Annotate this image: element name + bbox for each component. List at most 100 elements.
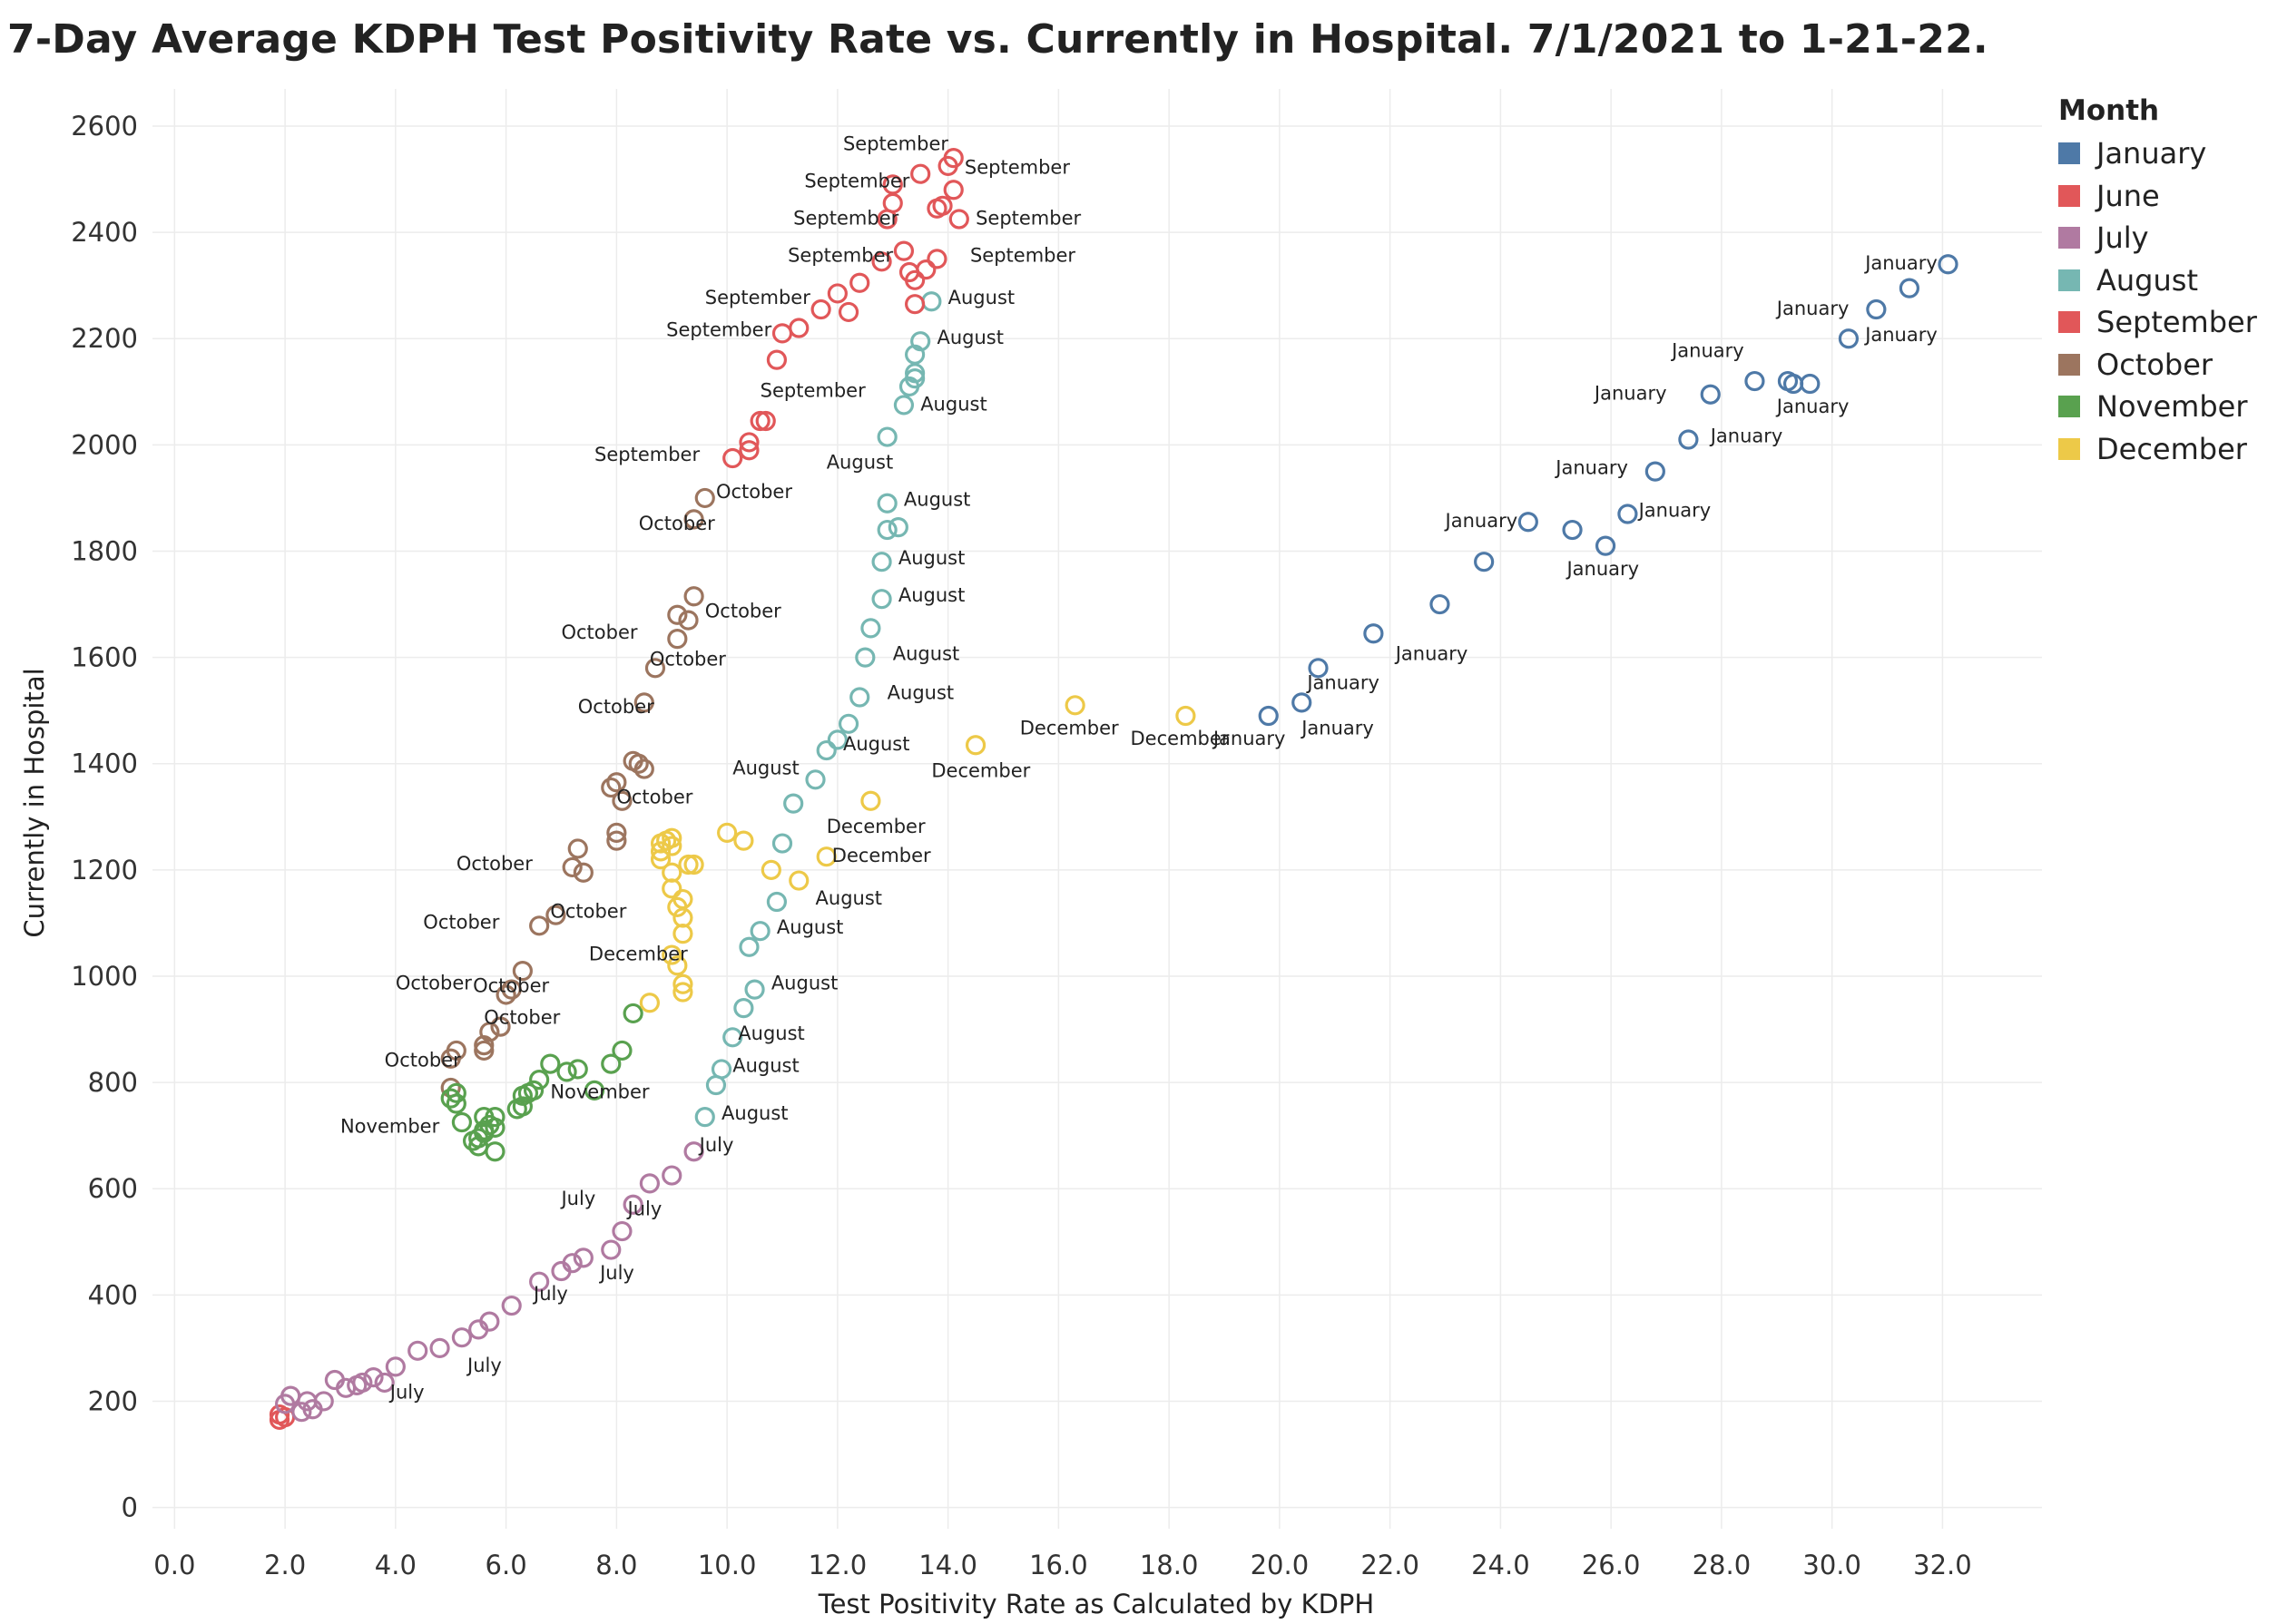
data-point <box>882 174 903 195</box>
series-november <box>440 1003 643 1162</box>
point-label: September <box>976 207 1081 229</box>
legend-item-december[interactable]: December <box>2058 428 2257 471</box>
x-tick-label: 18.0 <box>1140 1550 1199 1580</box>
data-point <box>606 772 627 793</box>
data-point <box>672 973 693 994</box>
chart-title: 7-Day Average KDPH Test Positivity Rate … <box>7 16 1988 63</box>
point-label: January <box>1444 510 1518 532</box>
legend-swatch <box>2058 227 2080 249</box>
point-label: September <box>666 318 771 340</box>
data-point <box>429 1337 450 1358</box>
data-point <box>1517 512 1538 533</box>
data-point <box>573 1247 594 1268</box>
data-point <box>545 905 566 925</box>
y-tick-label: 400 <box>88 1279 138 1310</box>
point-label: July <box>626 1198 663 1219</box>
legend-label: January <box>2096 136 2207 171</box>
legend-swatch <box>2058 142 2080 165</box>
data-point <box>838 301 859 323</box>
data-point <box>567 838 588 859</box>
point-label: November <box>340 1116 440 1138</box>
data-point <box>451 1111 473 1133</box>
legend-swatch <box>2058 437 2080 460</box>
point-label: January <box>1709 425 1783 446</box>
point-label: October <box>550 901 626 923</box>
point-label: October <box>561 621 637 643</box>
data-point <box>1866 298 1887 320</box>
legend-item-august[interactable]: August <box>2058 259 2257 302</box>
point-label: September <box>594 444 700 465</box>
data-point <box>1838 328 1860 349</box>
legend-label: August <box>2096 262 2198 298</box>
data-point <box>849 687 870 708</box>
point-label: July <box>559 1188 595 1209</box>
legend-item-july[interactable]: July <box>2058 217 2257 259</box>
point-label: November <box>550 1081 650 1103</box>
data-point <box>750 921 771 942</box>
point-label: August <box>721 1102 789 1124</box>
data-point <box>855 647 876 668</box>
data-point <box>1744 370 1765 392</box>
x-tick-label: 24.0 <box>1471 1550 1530 1580</box>
data-point <box>623 1194 643 1215</box>
data-point <box>612 790 633 811</box>
point-label: August <box>937 327 1004 348</box>
data-point <box>1700 384 1721 405</box>
data-point <box>479 1022 500 1042</box>
data-point <box>1938 254 1958 275</box>
point-label: October <box>473 975 549 997</box>
data-point <box>573 862 594 883</box>
data-point <box>948 209 969 230</box>
data-point <box>905 368 926 389</box>
x-axis-title: Test Positivity Rate as Calculated by KD… <box>818 1589 1374 1619</box>
point-label: January <box>1565 558 1639 580</box>
data-point <box>810 298 831 320</box>
data-point <box>352 1372 373 1394</box>
legend-item-october[interactable]: October <box>2058 344 2257 386</box>
data-point <box>916 259 937 280</box>
legend-item-january[interactable]: January <box>2058 132 2257 175</box>
point-label: August <box>898 584 965 606</box>
point-label: October <box>650 648 726 670</box>
legend: Month January June July August September Octo… <box>2058 94 2257 470</box>
series-december <box>639 695 1196 1013</box>
data-point <box>860 790 881 811</box>
data-point <box>485 1117 505 1138</box>
point-label: October <box>616 787 692 808</box>
legend-swatch <box>2058 269 2080 291</box>
data-point <box>739 936 760 957</box>
data-point <box>893 395 915 416</box>
data-point <box>496 984 516 1005</box>
point-label: January <box>1212 728 1286 749</box>
data-point <box>291 1402 312 1423</box>
x-tick-label: 4.0 <box>375 1550 417 1580</box>
data-point <box>905 269 926 290</box>
y-tick-label: 2200 <box>71 323 138 354</box>
x-tick-label: 20.0 <box>1251 1550 1310 1580</box>
data-point <box>612 1040 633 1061</box>
y-tick-label: 1600 <box>71 642 138 673</box>
point-label: December <box>1020 718 1119 739</box>
data-point <box>694 487 715 509</box>
data-point <box>440 1088 461 1109</box>
legend-title: Month <box>2058 94 2160 127</box>
legend-item-september[interactable]: September <box>2058 301 2257 344</box>
data-point <box>628 753 649 774</box>
y-tick-label: 1000 <box>71 961 138 992</box>
y-tick-label: 2000 <box>71 429 138 460</box>
x-tick-label: 32.0 <box>1913 1550 1972 1580</box>
legend-item-june[interactable]: June <box>2058 175 2257 218</box>
data-point <box>871 251 892 272</box>
point-label: August <box>816 887 883 909</box>
data-point <box>446 1093 466 1114</box>
data-point <box>827 283 848 304</box>
legend-item-november[interactable]: November <box>2058 386 2257 428</box>
data-point <box>667 604 688 625</box>
data-point <box>562 856 583 878</box>
point-label: January <box>1394 643 1468 665</box>
data-point <box>639 1173 660 1194</box>
legend-swatch <box>2058 353 2080 376</box>
point-label: December <box>1131 728 1230 749</box>
data-point <box>965 735 986 756</box>
data-point <box>877 519 898 541</box>
